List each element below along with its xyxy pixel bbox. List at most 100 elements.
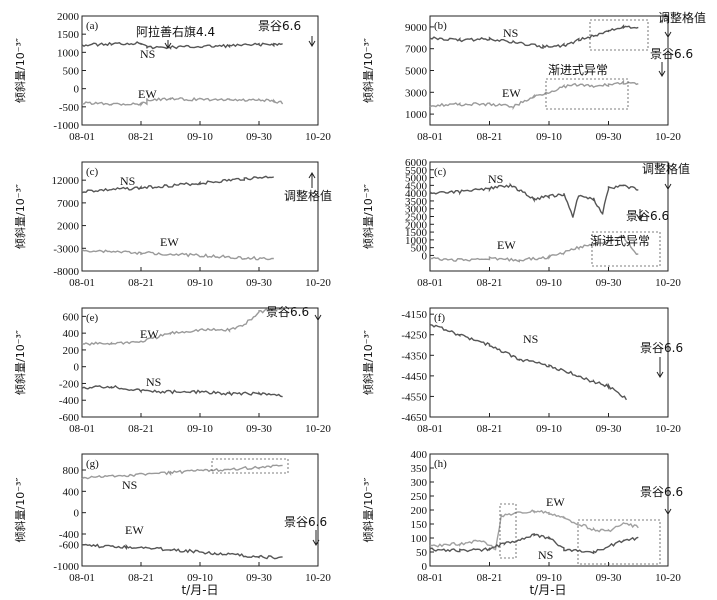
x-tick-label: 09-30 — [246, 277, 272, 289]
x-tick-label: 09-30 — [596, 277, 622, 289]
panel-e: (e) -600 -400 -200 0 200 400 600 08-01 08-21 09-10… — [14, 305, 331, 435]
panel-c2: (c)0500100015002000250030003500400045005… — [362, 157, 690, 289]
series-line-ns — [81, 41, 283, 50]
y-tick-label: -200 — [59, 378, 80, 390]
y-tick-label: -4250 — [401, 330, 427, 342]
panel-b: (b) 1000 3000 5000 7000 9000 08-01 08-21 09-10 09… — [362, 10, 706, 143]
y-tick-label: 500 — [411, 243, 428, 255]
y-tick-label: 2000 — [405, 219, 428, 231]
x-tick-label: 09-10 — [187, 423, 213, 435]
x-tick-label: 10-20 — [655, 423, 681, 435]
annotation-arrowhead — [314, 314, 322, 321]
y-tick-label: 5000 — [405, 66, 428, 78]
y-tick-label: 0 — [74, 508, 80, 520]
series-label-ns: NS — [146, 375, 161, 389]
x-tick-label: 08-21 — [477, 572, 503, 584]
panel-label: (f) — [434, 312, 445, 324]
y-tick-label: -400 — [59, 529, 80, 541]
y-tick-label: -1000 — [53, 120, 79, 132]
series-label-ew: EW — [160, 235, 179, 249]
series-line-ew — [429, 509, 639, 551]
y-tick-label: -600 — [59, 412, 80, 424]
series-line-ew — [429, 79, 639, 111]
y-tick-label: 250 — [411, 491, 428, 503]
annotation-label: 渐进式异常 — [548, 63, 608, 77]
annotation-label: 调整格值 — [284, 188, 332, 203]
series-line-ew — [81, 248, 274, 261]
x-tick-label: 08-01 — [417, 131, 443, 143]
y-tick-label: 3500 — [405, 196, 428, 208]
panel-label: (a) — [86, 20, 99, 32]
x-tick-label: 09-30 — [596, 131, 622, 143]
x-tick-label: 08-21 — [477, 131, 503, 143]
panel-label: (g) — [86, 458, 99, 470]
series-label-ew: EW — [502, 86, 521, 100]
x-tick-label: 08-21 — [477, 423, 503, 435]
y-tick-label: 4500 — [405, 180, 428, 192]
series-line-ns — [81, 384, 283, 398]
x-tick-label: 08-01 — [417, 277, 443, 289]
x-tick-label: 10-20 — [305, 277, 331, 289]
annotation-arrowhead — [308, 40, 316, 47]
y-tick-label: 0 — [422, 561, 428, 573]
x-tick-label: 08-01 — [69, 277, 95, 289]
series-line-ew — [81, 308, 283, 346]
series-label-ew: EW — [497, 238, 516, 252]
y-tick-label: 200 — [411, 505, 428, 517]
series-label-ns: NS — [140, 47, 155, 61]
x-tick-label: 09-10 — [187, 277, 213, 289]
series-line-ns — [429, 324, 628, 401]
y-tick-label: 2000 — [57, 221, 80, 233]
x-tick-label: 10-20 — [655, 277, 681, 289]
panel-label: (h) — [434, 458, 447, 470]
y-tick-label: 200 — [63, 345, 80, 357]
y-tick-label: -4350 — [401, 350, 427, 362]
x-axis-title: t/月-日 — [529, 583, 566, 597]
x-tick-label: 09-10 — [536, 423, 562, 435]
x-axis-title: t/月-日 — [181, 583, 218, 597]
y-tick-label: 300 — [411, 477, 428, 489]
x-tick-label: 10-20 — [305, 572, 331, 584]
series-line-ew — [81, 543, 283, 560]
y-tick-label: 3000 — [405, 87, 428, 99]
series-line-ns — [429, 532, 639, 555]
y-tick-label: 100 — [411, 533, 428, 545]
annotation-label: 调整格值 — [658, 10, 706, 25]
panel-label: (c) — [434, 166, 447, 178]
y-axis-label: 倾斜量/10⁻³″ — [362, 330, 375, 395]
y-tick-label: 400 — [63, 486, 80, 498]
y-axis-label: 倾斜量/10⁻³″ — [362, 184, 375, 249]
x-tick-label: 09-30 — [246, 423, 272, 435]
panel-h: (h) 0 50 100 150 200 250 300 350 400 08-01 08-21 09-… — [362, 449, 683, 584]
annotation-arrowhead — [658, 70, 666, 77]
series-line-ew — [429, 235, 639, 263]
anomaly-box — [577, 519, 661, 565]
annotation-label: 景谷6.6 — [640, 485, 683, 499]
panel-c1: (c) -8000 -3000 2000 7000 12000 08-01 08-21 09-1… — [14, 161, 332, 289]
annotation-arrowhead — [656, 371, 664, 378]
annotation-label: 景谷6.6 — [626, 209, 669, 223]
y-axis-label: 倾斜量/10⁻³″ — [14, 38, 27, 103]
annotation-arrowhead — [312, 539, 320, 546]
series-label-ew: EW — [125, 523, 144, 537]
annotation-arrowhead — [164, 42, 172, 49]
annotation-label: 阿拉善右旗4.4 — [136, 24, 215, 39]
annotation-label: 渐进式异常 — [590, 234, 650, 248]
series-label-ns: NS — [523, 332, 538, 346]
x-tick-label: 09-10 — [187, 572, 213, 584]
y-tick-label: 0 — [74, 362, 80, 374]
anomaly-box — [545, 78, 629, 110]
panel-a: (a) -1000 -500 0 500 1000 1500 2000 08-01 08-21 09… — [14, 11, 331, 143]
y-tick-label: -4550 — [401, 391, 427, 403]
y-tick-label: 6000 — [405, 157, 428, 169]
y-tick-label: 1500 — [405, 227, 428, 239]
y-tick-label: 0 — [74, 84, 80, 96]
y-tick-label: -600 — [59, 540, 80, 552]
y-tick-label: 1000 — [405, 109, 428, 121]
y-tick-label: -4150 — [401, 309, 427, 321]
y-tick-label: 5000 — [405, 173, 428, 185]
annotation-arrowhead — [308, 172, 316, 179]
y-tick-label: 800 — [63, 465, 80, 477]
series-label-ns: NS — [122, 478, 137, 492]
x-tick-label: 09-30 — [246, 572, 272, 584]
